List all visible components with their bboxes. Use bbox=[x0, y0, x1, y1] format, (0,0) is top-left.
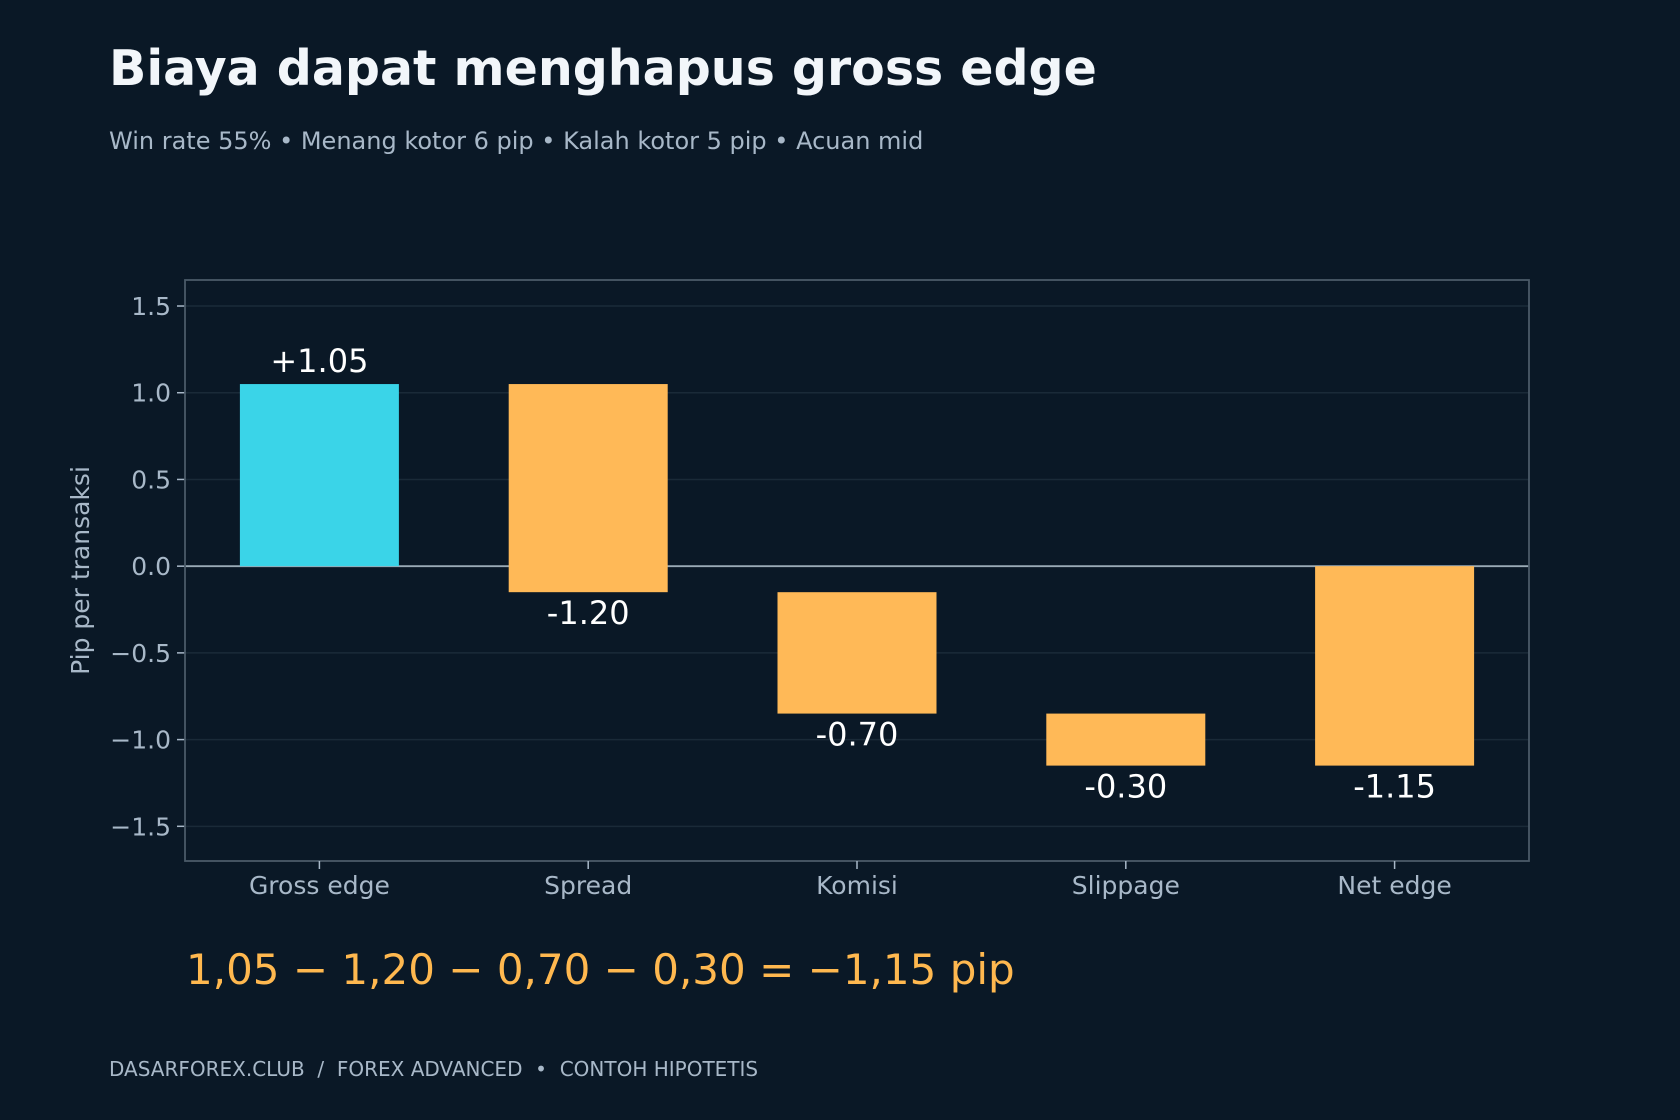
bar-komisi bbox=[777, 592, 937, 714]
grid-layer bbox=[185, 305, 1529, 828]
y-tick-label: 0.0 bbox=[131, 552, 171, 581]
chart-subtitle: Win rate 55% • Menang kotor 6 pip • Kala… bbox=[109, 127, 924, 155]
y-tick-label: 1.5 bbox=[131, 292, 171, 321]
x-tick-label: Net edge bbox=[1337, 871, 1451, 900]
value-label: -1.15 bbox=[1353, 768, 1436, 806]
y-tick-label: 1.0 bbox=[131, 379, 171, 408]
x-tick-label: Spread bbox=[544, 871, 632, 900]
bar-gross-edge bbox=[239, 384, 399, 567]
y-axis-label: Pip per transaksi bbox=[66, 466, 95, 675]
y-tick-label: 0.5 bbox=[131, 465, 171, 494]
value-label: -0.30 bbox=[1084, 768, 1167, 806]
axis-layer: 1.5 1.0 0.5 0.0 −0.5 −1.0 −1.5 Gross edge Spread… bbox=[66, 279, 1530, 900]
footer-text: DASARFOREX.CLUB / FOREX ADVANCED • CONTO… bbox=[109, 1057, 759, 1081]
y-tick-label: −0.5 bbox=[110, 639, 171, 668]
bar-net-edge bbox=[1315, 566, 1475, 766]
x-tick-label: Gross edge bbox=[249, 871, 390, 900]
value-label-layer: +1.05 -1.20 -0.70 -0.30 -1.15 bbox=[270, 342, 1436, 806]
y-tick-label: −1.0 bbox=[110, 726, 171, 755]
value-label: +1.05 bbox=[270, 342, 368, 380]
value-label: -0.70 bbox=[816, 716, 899, 754]
bar-spread bbox=[508, 384, 668, 593]
chart-title: Biaya dapat menghapus gross edge bbox=[109, 40, 1097, 97]
y-tick-label: −1.5 bbox=[110, 812, 171, 841]
value-label: -1.20 bbox=[547, 594, 630, 632]
x-tick-label: Slippage bbox=[1072, 871, 1180, 900]
x-tick-label: Komisi bbox=[816, 871, 898, 900]
formula-text: 1,05 − 1,20 − 0,70 − 0,30 = −1,15 pip bbox=[186, 945, 1015, 994]
bar-layer bbox=[239, 384, 1475, 766]
bar-slippage bbox=[1046, 713, 1206, 766]
